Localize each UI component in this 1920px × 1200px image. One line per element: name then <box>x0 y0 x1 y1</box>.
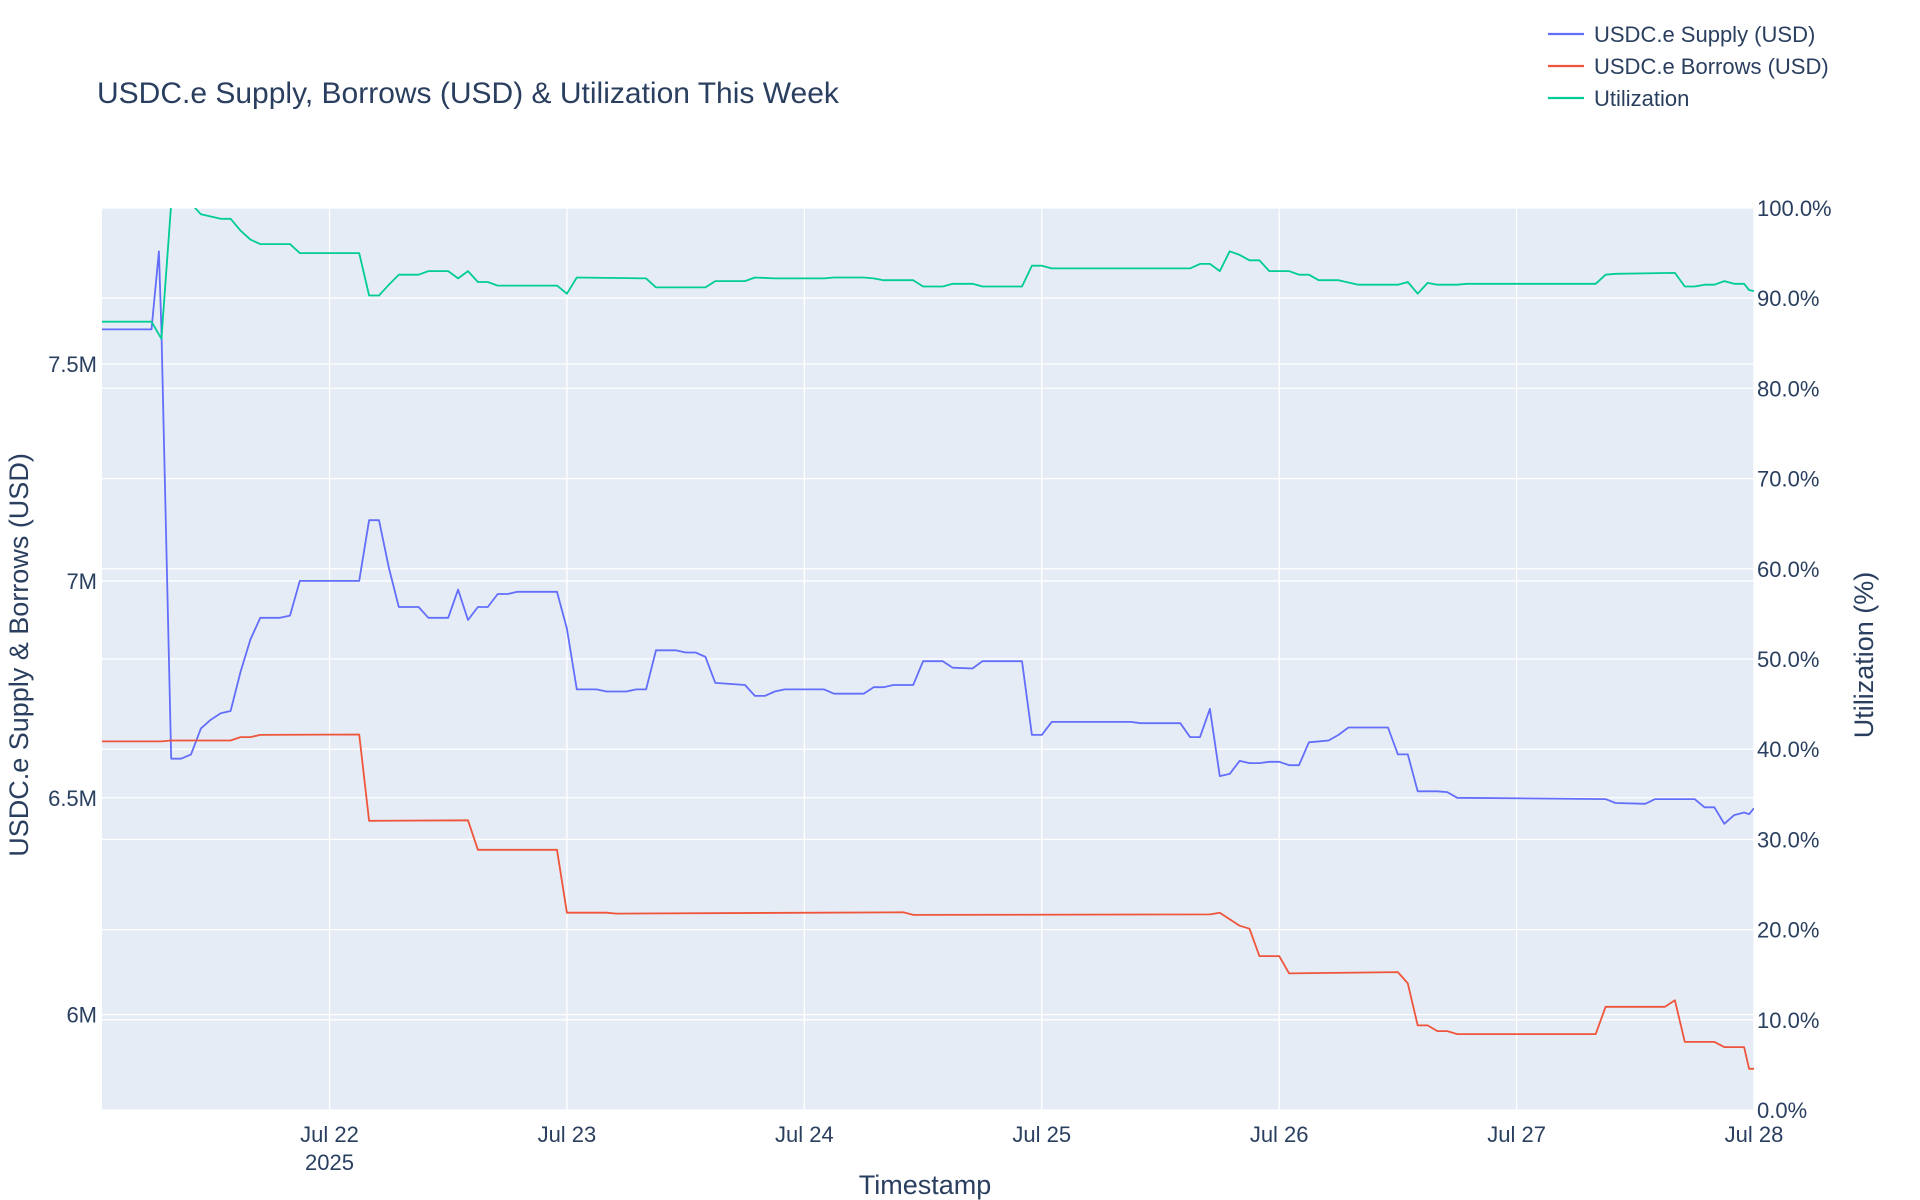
x-tick-label: Jul 25 <box>1012 1122 1071 1147</box>
y2-tick-label: 100.0% <box>1757 196 1832 221</box>
y2-tick-label: 40.0% <box>1757 737 1819 762</box>
y2-tick-label: 30.0% <box>1757 827 1819 852</box>
plot-area: Jul 22 2025 Jul 23 Jul 24 Jul 25 Jul 26 Jul 27… <box>48 196 1832 1175</box>
y2-tick-label: 0.0% <box>1757 1098 1807 1123</box>
y2-tick-label: 70.0% <box>1757 467 1819 492</box>
y2-axis-title: Utilization (%) <box>1849 572 1879 739</box>
legend-label: Utilization <box>1594 86 1689 111</box>
legend[interactable]: USDC.e Supply (USD) USDC.e Borrows (USD) U… <box>1548 22 1829 111</box>
x-tick-sublabel: 2025 <box>305 1150 354 1175</box>
y-tick-label: 7M <box>66 569 97 594</box>
x-tick-label: Jul 24 <box>775 1122 834 1147</box>
y2-tick-label: 60.0% <box>1757 557 1819 582</box>
legend-item-3[interactable]: Utilization <box>1548 86 1689 111</box>
x-tick-label: Jul 28 <box>1725 1122 1784 1147</box>
series-line-1 <box>102 250 1754 825</box>
legend-label: USDC.e Borrows (USD) <box>1594 54 1829 79</box>
y2-tick-label: 20.0% <box>1757 918 1819 943</box>
series-line-2 <box>102 733 1754 1070</box>
y2-tick-label: 80.0% <box>1757 376 1819 401</box>
series-lines <box>102 208 1754 1070</box>
y-tick-label: 7.5M <box>48 352 97 377</box>
y-tick-label: 6M <box>66 1003 97 1028</box>
x-tick-label: Jul 27 <box>1487 1122 1546 1147</box>
legend-label: USDC.e Supply (USD) <box>1594 22 1815 47</box>
x-axis-title: Timestamp <box>859 1170 992 1200</box>
y2-tick-label: 90.0% <box>1757 286 1819 311</box>
y2-tick-label: 50.0% <box>1757 647 1819 672</box>
y2-tick-label: 10.0% <box>1757 1008 1819 1033</box>
x-tick-label: Jul 22 <box>300 1122 359 1147</box>
chart-title: USDC.e Supply, Borrows (USD) & Utilizati… <box>97 77 840 110</box>
x-tick-label: Jul 23 <box>538 1122 597 1147</box>
x-tick-label: Jul 26 <box>1250 1122 1309 1147</box>
legend-item-1[interactable]: USDC.e Supply (USD) <box>1548 22 1815 47</box>
legend-item-2[interactable]: USDC.e Borrows (USD) <box>1548 54 1829 79</box>
y-axis-title: USDC.e Supply & Borrows (USD) <box>4 453 34 857</box>
series-line-3 <box>102 208 1754 340</box>
y-tick-label: 6.5M <box>48 786 97 811</box>
